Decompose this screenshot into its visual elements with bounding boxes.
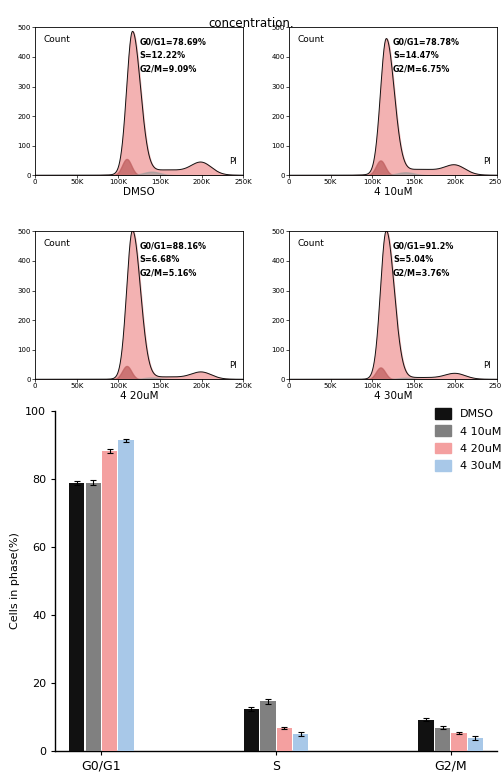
Text: PI: PI xyxy=(482,157,490,167)
Bar xyxy=(85,482,101,751)
Y-axis label: Cells in phase(%): Cells in phase(%) xyxy=(10,533,20,629)
Bar xyxy=(467,738,482,751)
Text: PI: PI xyxy=(229,361,236,371)
Legend: DMSO, 4 10uM, 4 20uM, 4 30uM: DMSO, 4 10uM, 4 20uM, 4 30uM xyxy=(430,404,501,475)
Text: Count: Count xyxy=(44,239,70,248)
Bar xyxy=(260,701,275,751)
Text: G0/G1=78.69%
S=12.22%
G2/M=9.09%: G0/G1=78.69% S=12.22% G2/M=9.09% xyxy=(139,38,205,74)
Bar xyxy=(118,440,134,751)
Text: G0/G1=78.78%
S=14.47%
G2/M=6.75%: G0/G1=78.78% S=14.47% G2/M=6.75% xyxy=(392,38,459,74)
Text: concentration.: concentration. xyxy=(208,17,293,30)
Bar xyxy=(434,728,449,751)
Bar xyxy=(417,719,433,751)
X-axis label: 4 30uM: 4 30uM xyxy=(373,391,411,401)
X-axis label: 4 20uM: 4 20uM xyxy=(120,391,158,401)
X-axis label: 4 10uM: 4 10uM xyxy=(373,187,411,197)
Text: Count: Count xyxy=(297,239,324,248)
Bar xyxy=(293,734,308,751)
Bar xyxy=(276,728,292,751)
Bar xyxy=(243,709,259,751)
Text: Count: Count xyxy=(44,34,70,44)
Text: Count: Count xyxy=(297,34,324,44)
Bar xyxy=(69,483,84,751)
Bar xyxy=(102,451,117,751)
Text: G0/G1=91.2%
S=5.04%
G2/M=3.76%: G0/G1=91.2% S=5.04% G2/M=3.76% xyxy=(392,242,453,277)
Text: PI: PI xyxy=(229,157,236,167)
Bar xyxy=(450,734,466,751)
X-axis label: DMSO: DMSO xyxy=(123,187,155,197)
Text: G0/G1=88.16%
S=6.68%
G2/M=5.16%: G0/G1=88.16% S=6.68% G2/M=5.16% xyxy=(139,242,206,277)
Text: PI: PI xyxy=(482,361,490,371)
